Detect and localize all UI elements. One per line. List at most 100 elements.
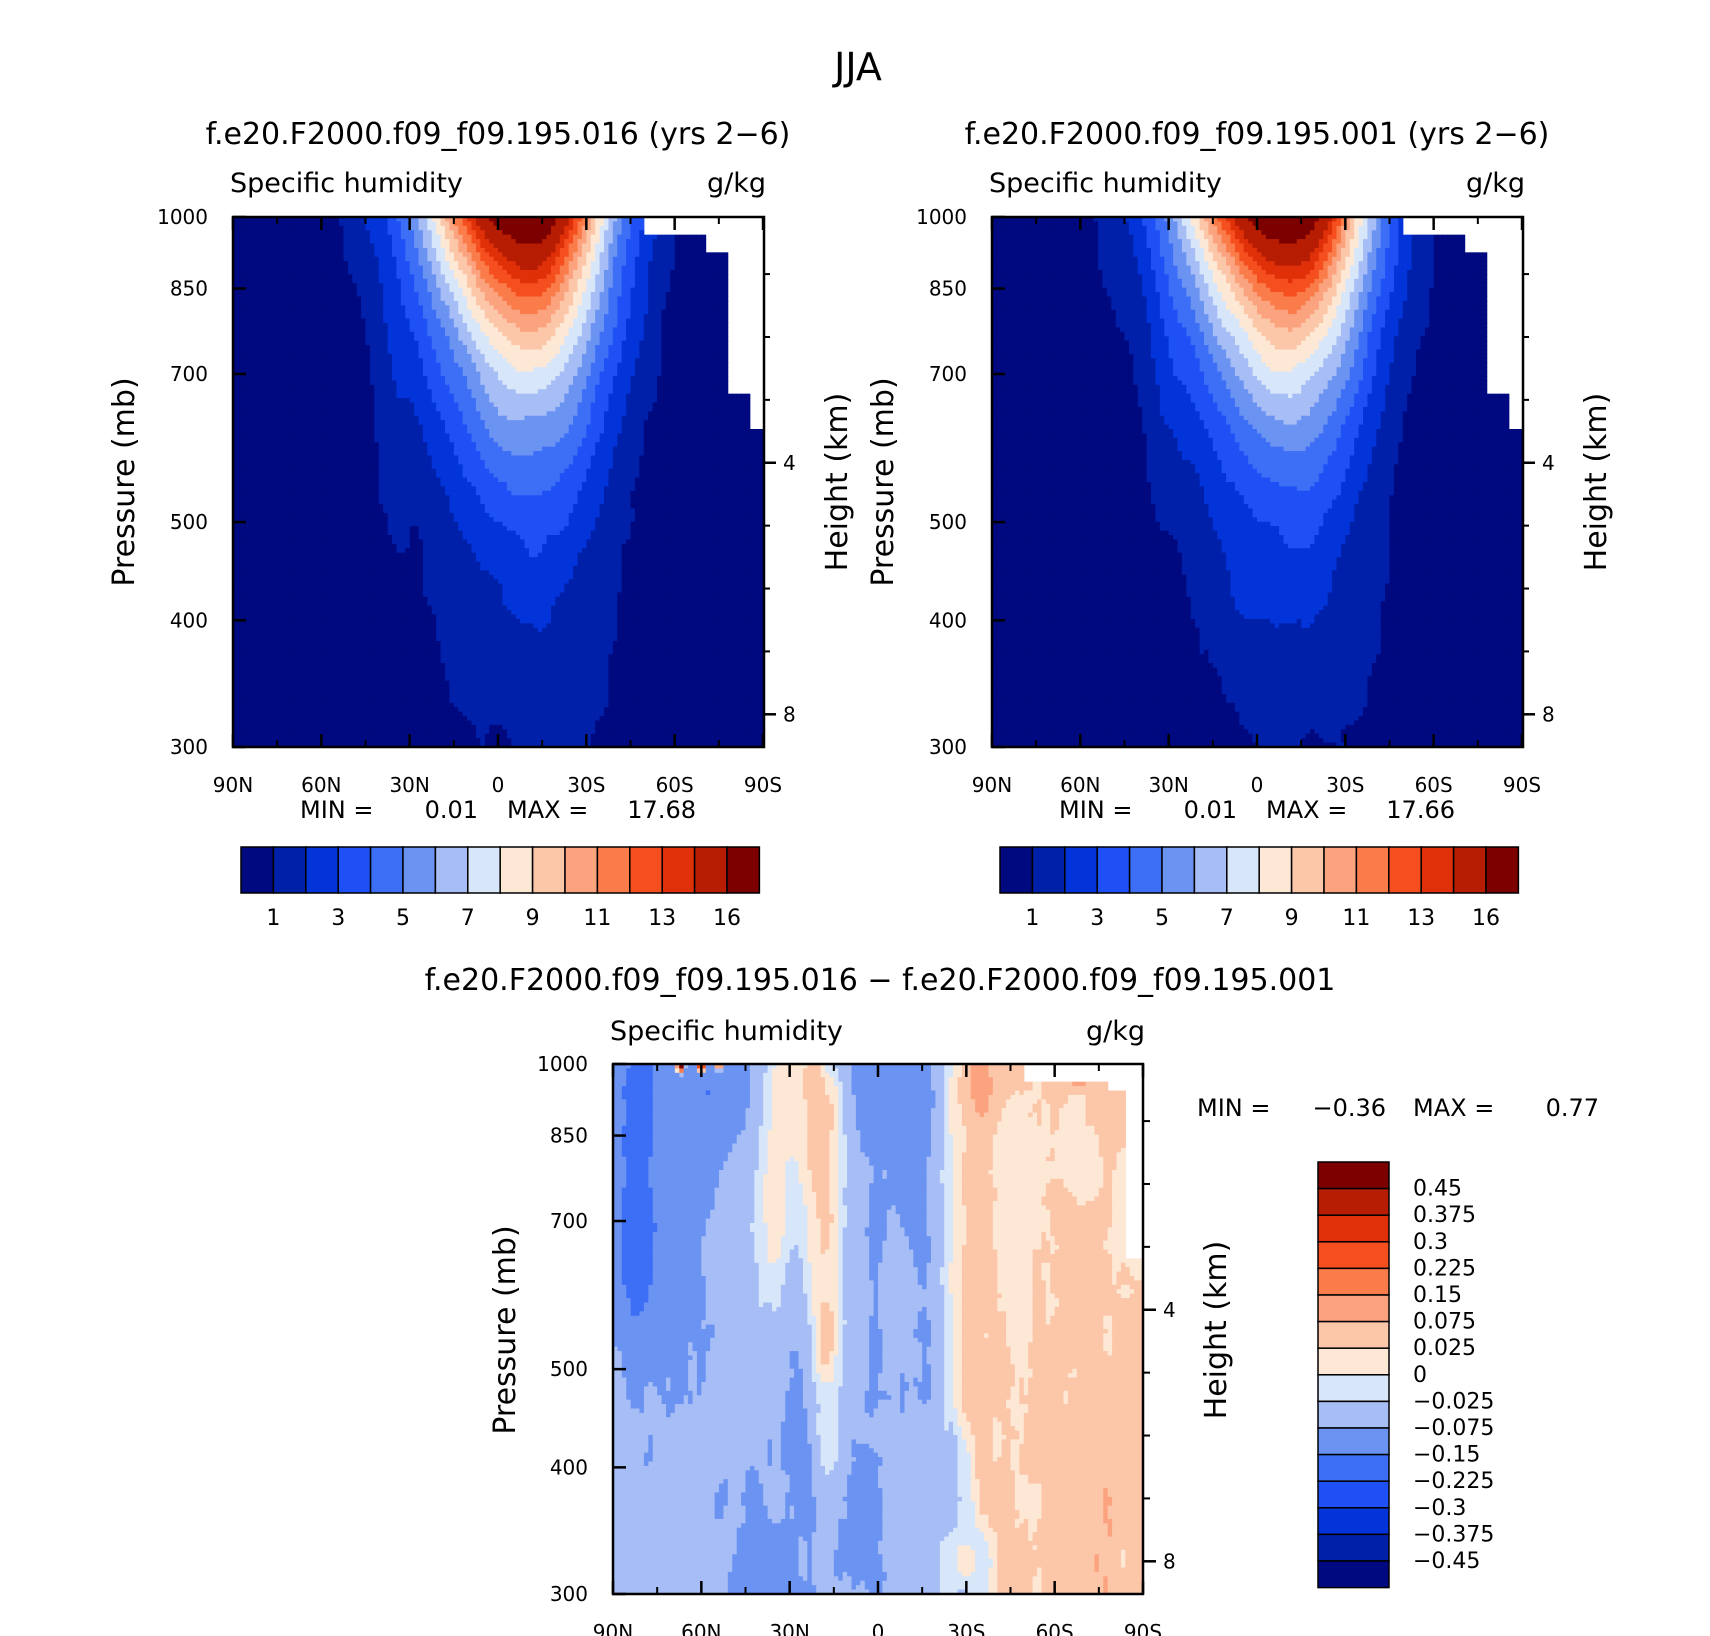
colorbar-box [1388,846,1422,894]
colorbar-label: −0.025 [1413,1389,1494,1414]
colorbar-label: 7 [461,906,475,931]
colorbar-box [1317,1241,1390,1270]
colorbar-label: 7 [1220,906,1234,931]
colorbar-label: 9 [1285,906,1299,931]
colorbar-box [1193,846,1228,894]
colorbar-box [1317,1320,1390,1349]
colorbar-box [1317,1560,1390,1589]
max-value: 0.77 [1546,1094,1599,1122]
x-tick-label: 60S [1036,1620,1074,1636]
colorbar-label: 0.45 [1413,1177,1462,1202]
colorbar-label: −0.45 [1413,1549,1480,1574]
colorbar-label: 0.375 [1413,1203,1476,1228]
y-tick-label: 1000 [916,205,967,229]
panel-difference: f.e20.F2000.f09_f09.195.016 − f.e20.F200… [425,963,1599,1636]
difference-contours [613,1064,1143,1594]
x-tick-label: 60N [1060,773,1100,797]
y-tick-label: 400 [170,608,208,632]
x-tick-label: 30S [1326,773,1364,797]
colorbar-box [272,846,307,894]
colorbar-box [1452,846,1487,894]
colorbar-box [1317,1427,1390,1456]
x-tick-label: 0 [1251,773,1264,797]
humidity-contours [233,217,764,747]
colorbar: 0.450.3750.30.2250.150.0750.0250−0.025−0… [1317,1161,1494,1589]
colorbar-label: −0.15 [1413,1443,1480,1468]
x-tick-label: 60N [301,773,341,797]
colorbar-box [467,846,501,894]
colorbar-box [726,846,761,894]
min-value: 0.01 [425,796,478,824]
colorbar-label: −0.075 [1413,1416,1494,1441]
min-label: MIN = [300,796,373,824]
y-tick-label: 1000 [157,205,208,229]
y-axis: 300 400 500 700 850 1000 [157,205,246,759]
colorbar-label: 16 [1472,906,1500,931]
colorbar-box [1096,846,1131,894]
colorbar-box [1317,1453,1390,1482]
y-tick-label: 300 [170,735,208,759]
colorbar-label: 0.3 [1413,1230,1448,1255]
colorbar-label: 5 [1155,906,1169,931]
colorbar-box [337,846,372,894]
y-tick-label: 850 [929,277,967,301]
colorbar-box [1355,846,1390,894]
colorbar-box [1064,846,1098,894]
colorbar-label: 0.15 [1413,1283,1462,1308]
height-axis: 48 [1143,1120,1176,1573]
figure-title: JJA [832,45,882,89]
y-tick-label: 850 [170,277,208,301]
y-tick-label: 850 [550,1124,588,1148]
colorbar-label: 13 [648,906,676,931]
colorbar-box [1485,846,1520,894]
x-tick-label: 90N [593,1620,633,1636]
colorbar-box [1317,1533,1390,1562]
x-axis: 90N 60N 30N 0 30S 60S 90S [213,217,782,797]
colorbar-box [1317,1161,1390,1190]
colorbar-box [402,846,437,894]
colorbar: 1 3 5 7 9 11 13 16 [240,846,761,931]
colorbar-label: 11 [1342,906,1370,931]
y-tick-label: 400 [550,1455,588,1479]
colorbar-box [1128,846,1163,894]
y-tick-label: 700 [170,362,208,386]
colorbar-box [305,846,339,894]
x-tick-label: 0 [492,773,505,797]
variable-label: Specific humidity [989,168,1222,199]
colorbar: 1 3 5 7 9 11 13 16 [999,846,1520,931]
colorbar-box [1317,1294,1390,1323]
max-label: MAX = [1266,796,1347,824]
y-tick-label: 700 [550,1209,588,1233]
min-value: 0.01 [1184,796,1237,824]
colorbar-box [1317,1480,1390,1509]
colorbar-label: 0.075 [1413,1310,1476,1335]
x-tick-label: 90S [1124,1620,1162,1636]
height-axis: 48 [763,273,796,726]
panel-test: f.e20.F2000.f09_f09.195.001 (yrs 2−6) Sp… [866,117,1614,931]
units-label: g/kg [1086,1016,1145,1047]
colorbar-box [564,846,599,894]
colorbar-label: 16 [713,906,741,931]
x-tick-label: 30S [947,1620,985,1636]
height-axis-label: Height (km) [820,393,855,572]
height-axis-label: Height (km) [1579,393,1614,572]
min-label: MIN = [1197,1094,1270,1122]
colorbar-box [661,846,696,894]
panel-control: f.e20.F2000.f09_f09.195.016 (yrs 2−6) Sp… [107,117,855,931]
y-axis: 300 400 500 700 850 1000 [537,1052,626,1606]
colorbar-box [629,846,663,894]
colorbar-box [1323,846,1358,894]
colorbar-box [1317,1214,1390,1243]
y-tick-label: 700 [929,362,967,386]
colorbar-label: 1 [1025,906,1039,931]
colorbar-label: −0.3 [1413,1496,1466,1521]
colorbar-label: 0.225 [1413,1256,1476,1281]
colorbar-label: 3 [331,906,345,931]
units-label: g/kg [707,168,766,199]
colorbar-box [596,846,631,894]
max-label: MAX = [507,796,588,824]
height-tick-label: 4 [1542,451,1555,475]
colorbar-label: 0 [1413,1363,1427,1388]
colorbar-box [1031,846,1066,894]
y-tick-label: 500 [929,510,967,534]
